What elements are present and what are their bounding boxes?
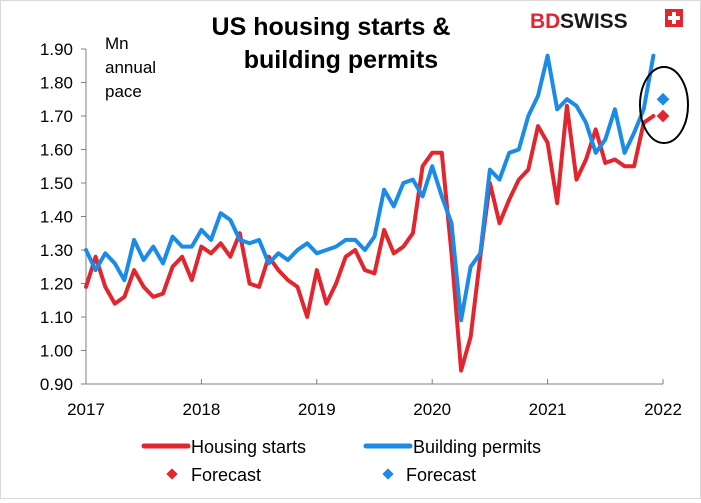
series-line-building-permits bbox=[84, 53, 656, 323]
legend-marker-forecast-blue bbox=[382, 468, 394, 480]
swiss-cross-icon bbox=[665, 9, 683, 27]
unit-label-line3: pace bbox=[105, 82, 142, 101]
series-line-housing-starts bbox=[84, 103, 656, 373]
legend: Housing starts Building permits Forecast… bbox=[141, 437, 541, 485]
x-axis-ticks: 2017 2018 2019 2020 2021 2022 bbox=[67, 379, 682, 419]
y-tick-label: 1.00 bbox=[40, 342, 73, 361]
y-tick-label: 1.80 bbox=[40, 74, 73, 93]
x-tick-label: 2017 bbox=[67, 400, 105, 419]
y-tick-label: 1.10 bbox=[40, 308, 73, 327]
y-axis-ticks: 0.90 1.00 1.10 1.20 1.30 1.40 1.50 1.60 1.70 1.80… bbox=[40, 40, 86, 394]
x-tick-label: 2020 bbox=[413, 400, 451, 419]
chart-title-line2: building permits bbox=[244, 46, 438, 74]
y-tick-label: 1.60 bbox=[40, 141, 73, 160]
unit-label-line2: annual bbox=[105, 58, 156, 77]
legend-label-housing-starts: Housing starts bbox=[191, 437, 306, 457]
x-tick-label: 2019 bbox=[298, 400, 336, 419]
y-tick-label: 1.40 bbox=[40, 208, 73, 227]
y-tick-label: 0.90 bbox=[40, 375, 73, 394]
brand-logo-bd: BD bbox=[530, 10, 560, 33]
series-layer bbox=[84, 53, 656, 373]
forecast-point-building-permits bbox=[656, 92, 670, 106]
x-tick-label: 2022 bbox=[644, 400, 682, 419]
legend-marker-forecast-red bbox=[166, 468, 178, 480]
legend-label-forecast-blue: Forecast bbox=[406, 465, 476, 485]
brand-logo: BD SWISS bbox=[530, 9, 683, 33]
unit-label-line1: Mn bbox=[105, 34, 129, 53]
y-tick-label: 1.50 bbox=[40, 174, 73, 193]
y-tick-label: 1.70 bbox=[40, 107, 73, 126]
forecast-highlight-circle bbox=[639, 66, 689, 144]
y-tick-label: 1.30 bbox=[40, 241, 73, 260]
y-tick-label: 1.90 bbox=[40, 40, 73, 59]
x-tick-label: 2021 bbox=[529, 400, 567, 419]
forecast-point-housing-starts bbox=[656, 109, 670, 123]
y-tick-label: 1.20 bbox=[40, 275, 73, 294]
forecast-layer bbox=[656, 92, 670, 123]
x-tick-label: 2018 bbox=[182, 400, 220, 419]
chart-title-line1: US housing starts & bbox=[212, 13, 451, 41]
legend-label-forecast-red: Forecast bbox=[191, 465, 261, 485]
brand-logo-swiss: SWISS bbox=[560, 10, 628, 33]
legend-label-building-permits: Building permits bbox=[413, 437, 541, 457]
